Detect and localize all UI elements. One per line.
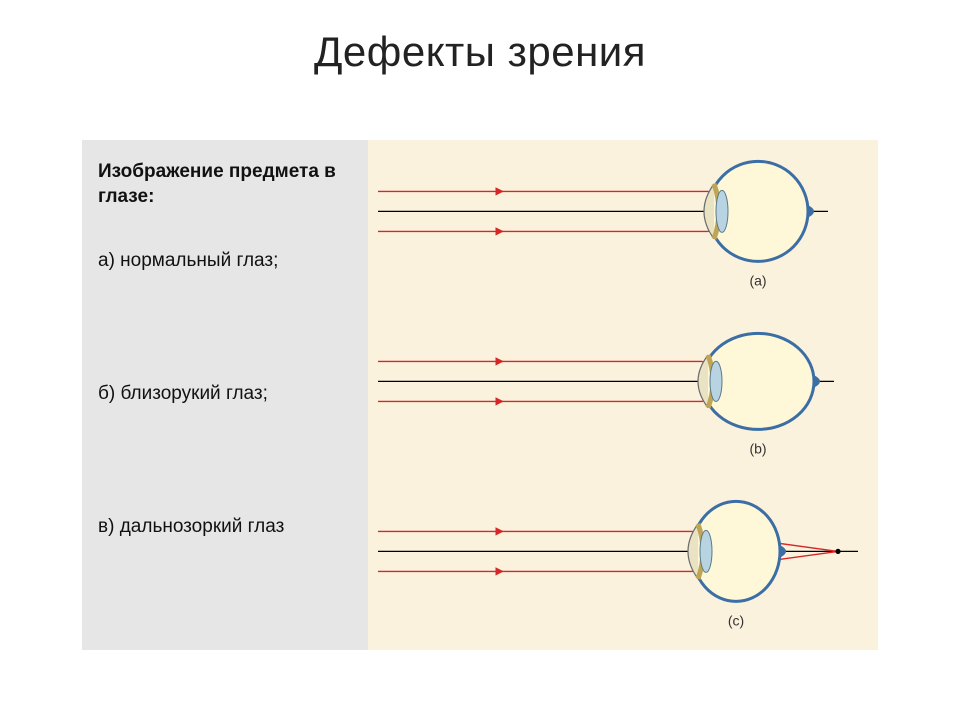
svg-text:(a): (a) (749, 272, 766, 288)
item-b-label: б) близорукий глаз; (98, 382, 352, 407)
item-c-label: в) дальнозоркий глаз (98, 515, 352, 540)
svg-text:(c): (c) (728, 612, 744, 628)
text-panel: Изображение предмета в глазе: а) нормаль… (82, 140, 368, 650)
item-a-label: а) нормальный глаз; (98, 249, 352, 274)
content-panel: Изображение предмета в глазе: а) нормаль… (82, 140, 878, 650)
slide: Дефекты зрения Изображение предмета в гл… (0, 0, 960, 720)
svg-text:(b): (b) (749, 440, 766, 456)
page-title: Дефекты зрения (0, 28, 960, 76)
diagram-panel: (a) (b) (c) (368, 140, 878, 650)
heading-text: Изображение предмета в глазе: (98, 160, 352, 209)
vision-diagram-svg: (a) (b) (c) (368, 140, 878, 650)
